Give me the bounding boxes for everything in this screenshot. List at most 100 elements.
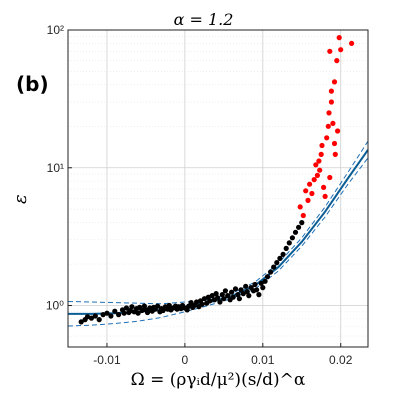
black-data-point [229,289,235,295]
black-data-point [207,298,213,304]
black-data-point [139,307,145,314]
red-data-point [322,193,328,199]
black-data-point [78,319,84,325]
black-data-point [84,314,91,320]
black-data-point [129,304,135,310]
black-data-point [199,301,205,307]
red-data-point [307,181,313,187]
black-data-point [232,286,239,292]
black-data-point [213,291,219,297]
red-data-point [319,142,325,149]
black-data-point [264,274,271,280]
black-data-point [116,312,122,318]
black-data-point [88,315,94,321]
red-data-point [336,35,342,41]
red-data-point [328,99,334,105]
red-data-point [303,188,309,194]
black-data-point [246,293,252,299]
black-data-point [96,317,102,323]
black-data-point [283,245,289,251]
red-data-point [327,48,333,54]
black-data-point [277,255,283,261]
red-data-point [297,204,303,210]
red-data-point [313,162,319,168]
black-data-point [135,310,141,316]
fit-curve [68,149,369,315]
red-data-point [332,151,338,157]
black-data-point [194,299,200,305]
black-data-point [209,293,215,299]
black-data-point [166,302,172,309]
black-data-point [221,296,227,302]
black-data-point [271,264,277,270]
red-data-point [349,40,355,47]
black-data-point [219,292,225,298]
black-data-point [243,283,249,289]
red-data-point [330,120,336,126]
black-data-point [256,292,262,298]
black-data-point [286,240,292,246]
black-data-point [201,296,207,302]
black-data-point [230,294,236,300]
y-axis-label: ε [10,194,31,204]
axes-frame [67,29,369,348]
black-data-point [238,287,244,293]
black-data-point [274,260,280,266]
black-data-point [144,309,151,316]
black-data-point [252,281,258,288]
black-data-point [280,251,286,257]
black-data-point [225,293,231,299]
red-data-point [326,110,332,116]
red-data-point [311,177,317,183]
black-data-point [254,287,260,293]
black-data-point [258,280,264,286]
x-tick-label: 0.01 [251,353,275,367]
black-data-point [235,292,241,298]
black-data-point [155,303,161,309]
x-tick-label: -0.01 [93,353,121,367]
black-data-point [217,299,223,305]
red-data-point [321,184,327,190]
black-data-point [236,296,242,302]
chart-title: α = 1.2 [173,10,234,29]
red-data-point [314,172,320,178]
y-tick-label: 10¹ [47,161,64,175]
red-data-point [316,158,322,164]
black-data-point [240,291,246,297]
black-data-point [108,313,114,319]
black-data-point [121,310,127,316]
red-data-point [328,88,334,94]
black-data-point [289,235,295,241]
y-tick-label: 10⁰ [46,299,64,313]
red-data-point [309,190,315,197]
red-data-point [327,174,333,181]
red-data-point [331,140,338,147]
red-data-point [335,128,341,134]
panel-label: (b) [16,72,49,96]
red-data-point [317,167,323,173]
black-data-point [104,310,110,316]
x-axis-label: Ω = (ργᵢd/μ²)(s/d)^α [130,370,306,390]
black-data-point [123,305,129,311]
y-tick-label: 10² [47,23,64,37]
black-data-point [92,313,98,319]
black-data-point [296,224,302,230]
tick-layer: -0.01 0 0.01 0.02 10⁰ 10¹ 10² [46,23,353,367]
red-data-point [331,79,338,85]
x-tick-label: 0.02 [329,353,353,367]
red-data-point [334,58,340,64]
black-data-point [262,278,268,284]
black-data-point [292,229,299,235]
fit-curve-layer [68,149,369,315]
black-data-point [222,288,228,294]
red-data-point [325,123,331,129]
red-data-point [300,212,306,219]
black-data-point [268,269,274,275]
black-data-point [112,308,118,314]
data-points-layer [78,35,355,325]
black-data-point [260,285,266,291]
black-data-point [160,307,166,314]
red-data-point [318,151,324,157]
